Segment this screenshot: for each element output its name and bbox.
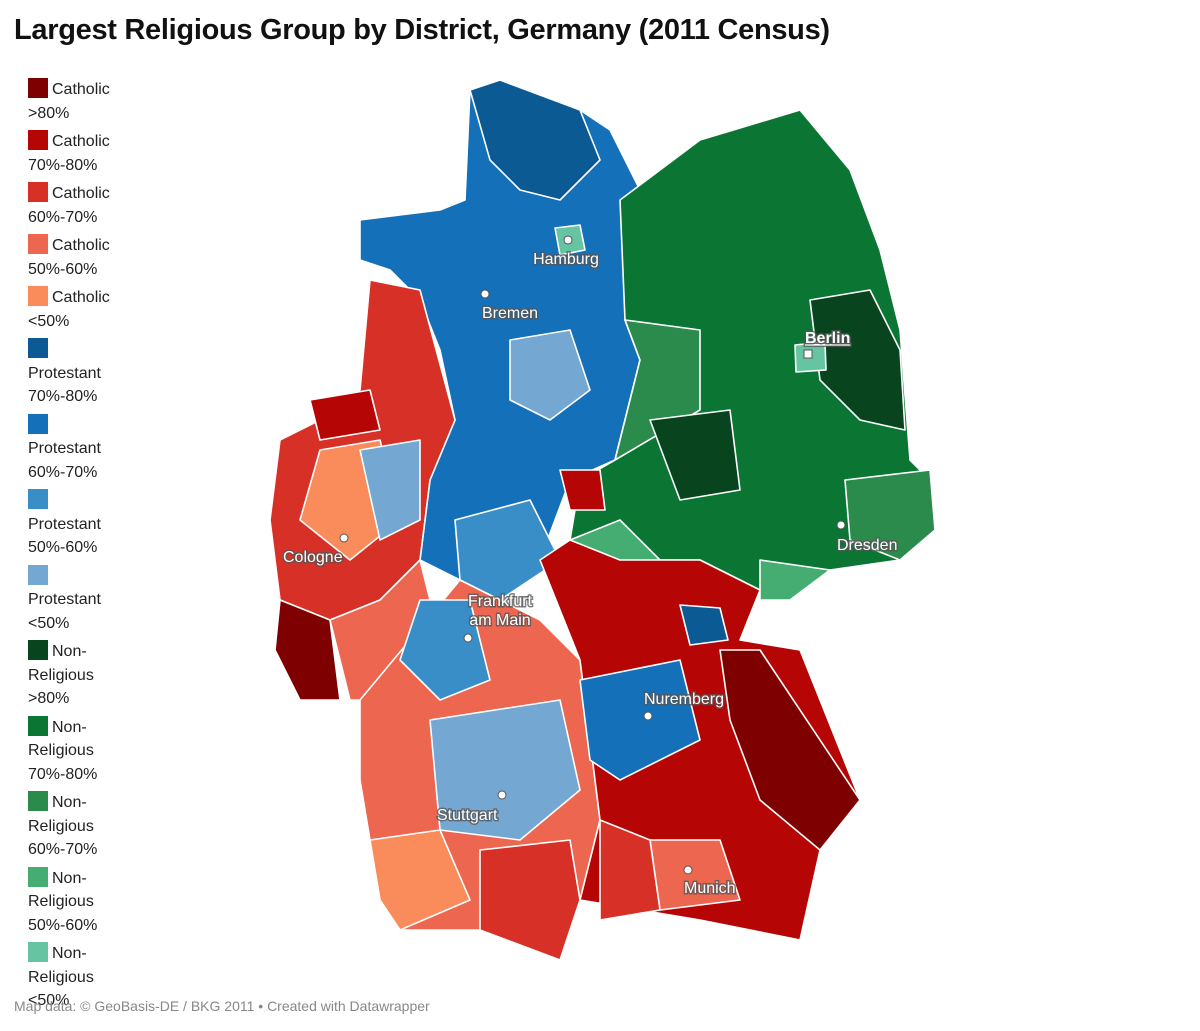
city-label: Dresden [837, 537, 897, 554]
legend-swatch [28, 78, 48, 98]
legend-item: Protestant <50% [28, 564, 118, 636]
legend-swatch [28, 791, 48, 811]
legend-label: Non-Religious 50%-60% [28, 869, 98, 934]
legend-swatch [28, 942, 48, 962]
city-marker [463, 633, 473, 643]
city-marker [497, 790, 507, 800]
legend-label: Protestant 70%-80% [28, 364, 101, 406]
legend-swatch [28, 413, 48, 434]
legend-item: Protestant 60%-70% [28, 413, 118, 485]
region [399, 599, 491, 701]
city-label: Cologne [283, 549, 343, 566]
region [569, 109, 936, 591]
legend-item: Non-Religious <50% [28, 942, 118, 1013]
title: Largest Religious Group by District, Ger… [14, 14, 830, 46]
legend-item: Catholic 60%-70% [28, 182, 118, 229]
city-marker [339, 533, 349, 543]
legend-swatch [28, 182, 48, 202]
legend-label: Non-Religious 60%-70% [28, 794, 98, 858]
city-marker [643, 711, 653, 721]
city-label: Nuremberg [644, 691, 724, 708]
region [309, 389, 381, 441]
region [559, 469, 606, 511]
city-marker [563, 235, 573, 245]
legend-label: Catholic 60%-70% [28, 185, 110, 226]
city-marker [683, 865, 693, 875]
region [274, 599, 341, 701]
region [649, 409, 741, 501]
city-label: Stuttgart [437, 807, 498, 824]
legend-label: Non-Religious <50% [28, 945, 94, 1009]
city-marker [836, 520, 846, 530]
city-marker [480, 289, 490, 299]
legend-label: Catholic 70%-80% [28, 133, 110, 174]
legend-item: Protestant 50%-60% [28, 489, 118, 560]
region [809, 289, 906, 431]
legend-item: Catholic <50% [28, 286, 118, 333]
region [719, 649, 861, 851]
legend-item: Catholic 50%-60% [28, 234, 118, 281]
city-label: Berlin [805, 330, 850, 347]
city-label: Munich [684, 880, 736, 897]
legend-label: Catholic 50%-60% [28, 237, 110, 278]
region [599, 819, 661, 921]
legend-swatch [28, 640, 48, 660]
legend-swatch [28, 130, 48, 150]
region [359, 439, 421, 541]
legend-item: Non-Religious >80% [28, 640, 118, 711]
region [454, 499, 561, 601]
legend-label: Protestant <50% [28, 591, 101, 632]
region [679, 604, 729, 646]
legend-item: Non-Religious 70%-80% [28, 715, 118, 787]
region [844, 469, 936, 561]
legend-swatch [28, 286, 48, 306]
city-marker [803, 349, 813, 359]
legend-item: Non-Religious 60%-70% [28, 791, 118, 862]
legend-label: Non-Religious 70%-80% [28, 718, 98, 783]
legend-label: Catholic <50% [28, 289, 110, 330]
legend-item: Non-Religious 50%-60% [28, 866, 118, 938]
legend-label: Non-Religious >80% [28, 643, 94, 707]
legend-swatch [28, 715, 48, 736]
legend-label: Protestant 50%-60% [28, 515, 101, 557]
city-label: Frankfurt am Main [468, 593, 533, 629]
legend-item: Catholic >80% [28, 78, 118, 125]
legend-label: Protestant 60%-70% [28, 440, 101, 481]
legend: Catholic >80% Catholic 70%-80% Catholic 60… [28, 78, 138, 1013]
region [579, 659, 701, 781]
footer: Map data: © GeoBasis-DE / BKG 2011 • Cre… [14, 998, 430, 1014]
legend-label: Catholic >80% [28, 81, 110, 122]
region [369, 829, 471, 931]
legend-item: Protestant 70%-80% [28, 338, 118, 409]
region [509, 329, 591, 421]
region [759, 559, 831, 601]
region [429, 699, 581, 841]
legend-item: Catholic 70%-80% [28, 130, 118, 177]
legend-swatch [28, 489, 48, 509]
legend-swatch [28, 866, 48, 887]
city-label: Hamburg [533, 251, 599, 268]
legend-swatch [28, 564, 48, 585]
city-label: Bremen [482, 305, 538, 322]
region [479, 839, 581, 961]
region [469, 79, 601, 201]
legend-swatch [28, 338, 48, 358]
legend-swatch [28, 234, 48, 254]
